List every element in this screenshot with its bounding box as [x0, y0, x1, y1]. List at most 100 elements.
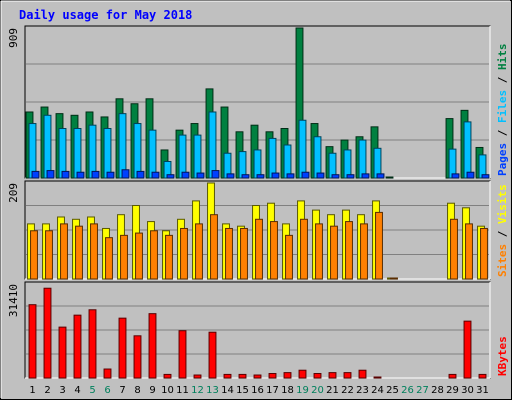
bar-kbytes-day-18 [283, 372, 292, 379]
bar-pages-day-1 [31, 170, 40, 179]
legend-entry-files: Files [496, 90, 509, 123]
bar-hits-day-25 [385, 176, 394, 179]
x-tick-label-day-10: 10 [161, 385, 174, 396]
y-max-label: 209 [7, 183, 20, 203]
bar-pages-day-17 [271, 172, 280, 179]
bar-kbytes-day-9 [148, 313, 157, 379]
bar-kbytes-day-3 [58, 326, 67, 379]
bar-sites-day-4 [75, 225, 83, 280]
x-tick-label-day-21: 21 [326, 385, 339, 396]
bar-kbytes-day-15 [238, 373, 247, 379]
y-max-label: 31410 [7, 284, 20, 317]
x-tick-label-day-16: 16 [251, 385, 264, 396]
bar-kbytes-day-22 [343, 372, 352, 379]
bar-pages-day-18 [286, 173, 295, 179]
legend-separator: / [496, 70, 509, 90]
bar-files-day-18 [283, 144, 292, 179]
bar-pages-day-6 [106, 171, 115, 179]
series-pages [31, 169, 490, 179]
bar-pages-day-10 [166, 174, 175, 179]
bar-kbytes-day-14 [223, 373, 232, 379]
bar-pages-day-24 [376, 173, 385, 179]
panel-legend: Sites / Visits [496, 184, 509, 277]
bar-pages-day-9 [151, 171, 160, 179]
bar-files-day-20 [313, 136, 322, 179]
legend-entry-visits: Visits [496, 184, 509, 224]
chart-panels: 909 Pages / Files / Hits 209 Sites / Visits… [7, 25, 509, 379]
bar-sites-day-29 [450, 218, 458, 280]
bar-pages-day-31 [481, 174, 490, 179]
bar-kbytes-day-7 [118, 317, 127, 379]
bar-sites-day-19 [300, 218, 308, 280]
bar-files-day-6 [103, 128, 112, 179]
bar-files-day-11 [178, 134, 187, 179]
panel-legend: KBytes [496, 336, 509, 376]
bar-pages-day-22 [346, 174, 355, 179]
bar-pages-day-20 [316, 172, 325, 179]
bar-files-day-1 [28, 123, 37, 179]
bar-sites-day-23 [360, 223, 368, 280]
bar-kbytes-day-1 [28, 304, 37, 379]
bar-files-day-13 [208, 111, 217, 179]
x-tick-label-day-13: 13 [206, 385, 219, 396]
bar-pages-day-29 [451, 173, 460, 179]
bar-sites-day-10 [165, 234, 173, 280]
bar-sites-day-13 [210, 214, 218, 280]
bar-kbytes-day-23 [358, 369, 367, 379]
bar-kbytes-day-31 [478, 373, 487, 379]
bar-sites-day-1 [30, 230, 38, 280]
bar-files-day-3 [58, 128, 67, 179]
x-tick-label-day-24: 24 [371, 385, 384, 396]
x-tick-label-day-19: 19 [296, 385, 309, 396]
series-sites [30, 211, 488, 280]
y-max-label: 909 [7, 28, 20, 48]
x-tick-label-day-25: 25 [386, 385, 399, 396]
bar-sites-day-16 [255, 218, 263, 280]
bar-kbytes-day-21 [328, 372, 337, 379]
bar-kbytes-day-20 [313, 373, 322, 379]
bar-sites-day-30 [465, 223, 473, 280]
bar-kbytes-day-29 [448, 373, 457, 379]
x-tick-label-day-27: 27 [416, 385, 429, 396]
x-tick-label-day-30: 30 [461, 385, 474, 396]
x-tick-label-day-17: 17 [266, 385, 279, 396]
bar-sites-day-25 [390, 277, 398, 280]
bar-sites-day-20 [315, 223, 323, 280]
x-tick-label-day-3: 3 [59, 385, 65, 396]
bar-files-day-15 [238, 151, 247, 179]
bar-kbytes-day-2 [43, 287, 52, 379]
legend-entry-sites: Sites [496, 244, 509, 277]
x-tick-label-day-26: 26 [401, 385, 414, 396]
legend-entry-hits: Hits [496, 44, 509, 71]
x-tick-label-day-1: 1 [29, 385, 35, 396]
bar-sites-day-21 [330, 225, 338, 280]
panel-hits-files-pages: 909 Pages / Files / Hits [7, 25, 509, 179]
bar-pages-day-14 [226, 173, 235, 179]
x-tick-label-day-8: 8 [134, 385, 140, 396]
bar-sites-day-15 [240, 227, 248, 280]
bar-files-day-4 [73, 128, 82, 179]
legend-entry-kbytes: KBytes [496, 336, 509, 376]
x-tick-label-day-20: 20 [311, 385, 324, 396]
bar-pages-day-5 [91, 170, 100, 179]
x-tick-label-day-23: 23 [356, 385, 369, 396]
bar-kbytes-day-5 [88, 309, 97, 379]
bar-sites-day-31 [480, 227, 488, 280]
bar-kbytes-day-4 [73, 314, 82, 379]
x-tick-label-day-14: 14 [221, 385, 234, 396]
bar-kbytes-day-6 [103, 368, 112, 379]
bar-sites-day-24 [375, 211, 383, 280]
legend-separator: / [496, 224, 509, 244]
panel-legend: Pages / Files / Hits [496, 44, 509, 177]
x-tick-label-day-29: 29 [446, 385, 459, 396]
bar-pages-day-12 [196, 172, 205, 179]
bar-pages-day-23 [361, 173, 370, 179]
bar-sites-day-7 [120, 234, 128, 280]
bar-pages-day-13 [211, 170, 220, 179]
series-files [28, 111, 487, 179]
bar-sites-day-6 [105, 237, 113, 280]
x-tick-label-day-4: 4 [74, 385, 80, 396]
bar-files-day-16 [253, 149, 262, 179]
bar-files-day-30 [463, 121, 472, 179]
bar-kbytes-day-12 [193, 374, 202, 379]
